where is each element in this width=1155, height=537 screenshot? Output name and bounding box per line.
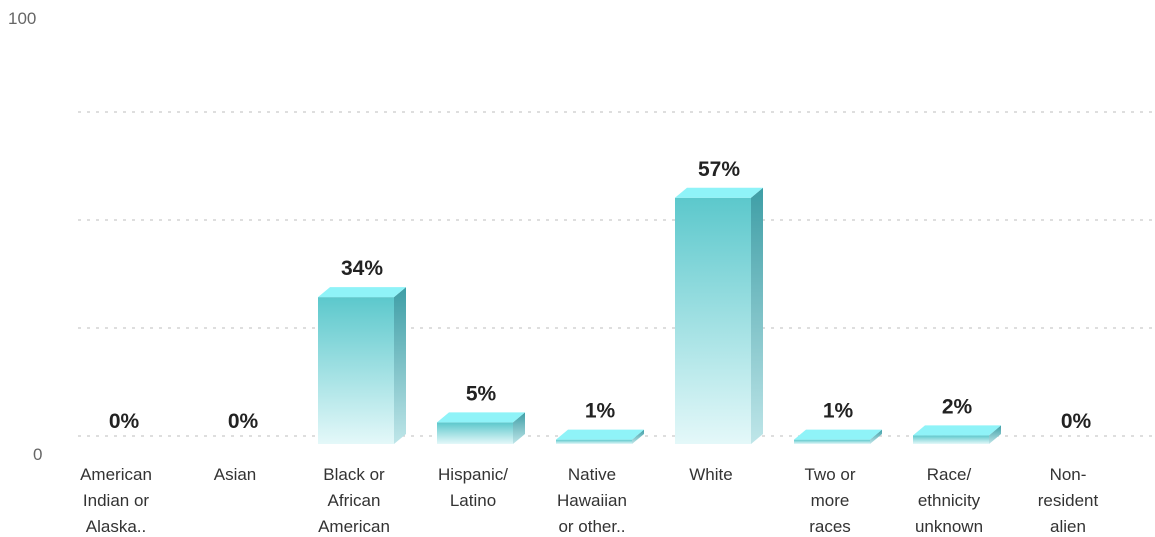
bar-6 bbox=[794, 429, 882, 444]
bar-front bbox=[675, 197, 751, 444]
bar-side bbox=[751, 187, 763, 444]
bar-side bbox=[870, 429, 882, 444]
category-labels: American Indian or Alaska.. Asian Black or Af… bbox=[80, 465, 1098, 536]
bar-cap bbox=[556, 429, 644, 440]
category-label-5: White bbox=[689, 465, 732, 484]
bar-cap bbox=[437, 412, 525, 423]
y-axis: 100 0 bbox=[8, 9, 42, 464]
value-label-0: 0% bbox=[109, 410, 140, 433]
value-label-1: 0% bbox=[228, 410, 259, 433]
y-tick-min: 0 bbox=[33, 445, 42, 464]
category-label-0: American Indian or Alaska.. bbox=[80, 465, 152, 536]
bar-front bbox=[794, 439, 870, 444]
value-label-5: 57% bbox=[698, 158, 740, 181]
bar-front bbox=[437, 422, 513, 444]
category-label-4: Native Hawaiian or other.. bbox=[557, 465, 627, 536]
bar-4 bbox=[556, 429, 644, 444]
value-label-4: 1% bbox=[585, 400, 616, 423]
bars bbox=[318, 187, 1001, 444]
value-label-2: 34% bbox=[341, 257, 383, 280]
bar-cap bbox=[913, 425, 1001, 436]
value-label-6: 1% bbox=[823, 400, 854, 423]
y-tick-max: 100 bbox=[8, 9, 36, 28]
bar-side bbox=[989, 425, 1001, 444]
category-label-3: Hispanic/Latino bbox=[438, 465, 508, 510]
bar-2 bbox=[318, 287, 406, 444]
category-label-6: Two or more races bbox=[804, 465, 855, 536]
gridlines bbox=[78, 111, 1155, 437]
bar-3 bbox=[437, 412, 525, 444]
bar-front bbox=[556, 439, 632, 444]
bar-side bbox=[632, 429, 644, 444]
bar-cap bbox=[318, 287, 406, 298]
category-label-7: Race/ethnicity unknown bbox=[915, 465, 983, 536]
bar-7 bbox=[913, 425, 1001, 444]
bar-5 bbox=[675, 187, 763, 444]
bar-side bbox=[394, 287, 406, 444]
category-label-8: Non-resident alien bbox=[1038, 465, 1099, 536]
bar-cap bbox=[675, 187, 763, 198]
bar-cap bbox=[794, 429, 882, 440]
value-label-7: 2% bbox=[942, 395, 973, 418]
bar-front bbox=[318, 297, 394, 444]
value-labels: 0% 0% 34% 5% 1% 57% 1% 2% 0% bbox=[109, 158, 1092, 433]
bar-front bbox=[913, 435, 989, 444]
value-label-3: 5% bbox=[466, 382, 497, 405]
category-label-1: Asian bbox=[214, 465, 257, 484]
category-label-2: Black or African American bbox=[318, 465, 390, 536]
bar-side bbox=[513, 412, 525, 444]
value-label-8: 0% bbox=[1061, 410, 1092, 433]
